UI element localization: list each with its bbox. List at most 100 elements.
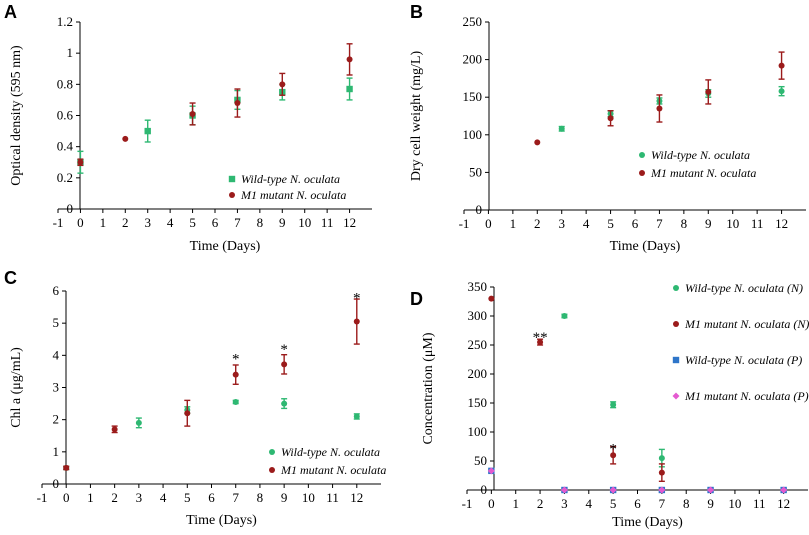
panel-b-series-2-point xyxy=(656,105,663,112)
panel-c-y-tick-label: 0 xyxy=(53,476,60,491)
panel-c-y-tick-label: 4 xyxy=(53,347,60,362)
panel-c-x-tick-label: 12 xyxy=(350,490,363,505)
panel-a-x-tick-label: -1 xyxy=(53,215,64,230)
panel-b-series-1-point xyxy=(778,88,785,95)
panel-d-y-tick-label: 100 xyxy=(468,424,488,439)
panel-c-series-2-legend-label: M1 mutant N. oculata xyxy=(280,463,386,477)
panel-d-series-4-legend-label-main: M1 mutant N. oculata xyxy=(684,389,790,403)
panel-c-y-tick-label: 6 xyxy=(53,283,60,298)
panel-a-x-tick-label: 8 xyxy=(257,215,264,230)
panel-a-series-1-legend-marker xyxy=(228,175,236,183)
panel-a-series-1-point xyxy=(346,85,353,93)
panel-a-series-2-legend-marker xyxy=(229,192,235,198)
panel-d-series-1-point xyxy=(658,455,665,462)
panel-a-series-2-point xyxy=(279,81,286,88)
panel-c-significance-mark: * xyxy=(280,342,288,358)
panel-c-x-tick-label: 0 xyxy=(63,490,70,505)
panel-c-y-tick-label: 5 xyxy=(53,315,60,330)
panel-b-series-1-point xyxy=(558,125,565,132)
panel-c-significance-mark: * xyxy=(232,352,240,368)
panel-d-x-tick-label: 4 xyxy=(586,496,593,511)
panel-d-series-2-point xyxy=(658,469,665,476)
panel-d-series-2-legend-label-suffix: (N) xyxy=(790,317,809,331)
panel-b-series-1-legend-label: Wild-type N. oculata xyxy=(651,148,750,162)
panel-d-x-tick-label: 3 xyxy=(561,496,568,511)
panel-b-x-tick-label: 0 xyxy=(485,216,492,231)
panel-a-x-tick-label: 5 xyxy=(189,215,196,230)
panel-d-series-1-legend-label-suffix: (N) xyxy=(784,281,803,295)
panel-d-series-2-legend-marker xyxy=(673,321,679,327)
panel-c-x-tick-label: 9 xyxy=(281,490,288,505)
panel-b-x-tick-label: 3 xyxy=(558,216,565,231)
panel-a-series-2-point xyxy=(234,100,241,107)
panel-c-series-2-legend-marker xyxy=(269,467,275,473)
panel-c-x-tick-label: 10 xyxy=(302,490,315,505)
panel-d-series-4-point xyxy=(609,486,617,494)
panel-b-y-tick-label: 0 xyxy=(476,202,483,217)
panel-letter-b: B xyxy=(410,2,423,22)
panel-b-y-axis-title: Dry cell weight (mg/L) xyxy=(409,51,424,182)
panel-b-x-tick-label: -1 xyxy=(459,216,470,231)
panel-c-y-axis-title: Chl a (μg/mL) xyxy=(9,347,24,428)
panel-letter-a: A xyxy=(4,2,17,22)
panel-d-y-tick-label: 250 xyxy=(468,337,488,352)
panel-c-series-1-legend-label: Wild-type N. oculata xyxy=(281,445,380,459)
panel-d-x-tick-label: 0 xyxy=(488,496,495,511)
panel-d-x-tick-label: 7 xyxy=(659,496,666,511)
panel-a-x-tick-label: 4 xyxy=(167,215,174,230)
panel-d-y-tick-label: 300 xyxy=(468,308,488,323)
panel-d-significance-mark: * xyxy=(609,442,617,458)
panel-d-x-tick-label: 9 xyxy=(707,496,714,511)
panel-a-x-tick-label: 2 xyxy=(122,215,129,230)
panel-d-x-axis-title: Time (Days) xyxy=(612,515,683,530)
panel-c-x-tick-label: 4 xyxy=(160,490,167,505)
panel-a-x-tick-label: 9 xyxy=(279,215,286,230)
panel-a-x-tick-label: 0 xyxy=(77,215,84,230)
panel-a-series-2-legend-label-main: M1 mutant N. oculata xyxy=(240,188,346,202)
panel-a-x-tick-label: 1 xyxy=(100,215,107,230)
panel-d-series-3-legend-label: Wild-type N. oculata (P) xyxy=(685,353,802,367)
panel-c-series-2-point xyxy=(281,361,288,368)
panel-c-series-1-point xyxy=(135,419,142,426)
panel-c-x-tick-label: -1 xyxy=(37,490,48,505)
panel-d-x-tick-label: 11 xyxy=(753,496,766,511)
panel-b-series-2-point xyxy=(705,88,712,95)
panel-letter-c: C xyxy=(4,268,17,288)
panel-c-y-tick-label: 2 xyxy=(53,412,60,427)
panel-d-series-1-point xyxy=(561,313,568,319)
panel-c-series-1-point xyxy=(281,400,288,407)
panel-d-x-tick-label: 10 xyxy=(728,496,741,511)
panel-a-series-2-point xyxy=(189,110,196,117)
panel-letter-d: D xyxy=(410,289,423,309)
panel-b-series-2-point xyxy=(778,62,785,69)
panel-b-x-tick-label: 8 xyxy=(681,216,688,231)
panel-a-series-1-legend-label: Wild-type N. oculata xyxy=(241,172,340,186)
panel-c-x-tick-label: 7 xyxy=(232,490,239,505)
panel-d-x-tick-label: 8 xyxy=(683,496,690,511)
panel-c-x-axis-title: Time (Days) xyxy=(186,513,257,528)
panel-b-x-tick-label: 10 xyxy=(726,216,739,231)
panel-c-series-1-legend-label-main: Wild-type N. oculata xyxy=(281,445,380,459)
panel-d-y-tick-label: 150 xyxy=(468,395,488,410)
panel-d-series-1-legend-marker xyxy=(673,285,679,291)
panel-c-series-1-point xyxy=(353,413,360,420)
panel-d-series-4-point xyxy=(707,486,715,494)
panel-b-series-2-point xyxy=(534,139,541,146)
panel-d-x-tick-label: -1 xyxy=(462,496,473,511)
panel-a-y-tick-label: 0.8 xyxy=(57,76,73,91)
panel-d-y-tick-label: 200 xyxy=(468,366,488,381)
panel-c-y-tick-label: 1 xyxy=(53,444,60,459)
panel-d-y-axis-title: Concentration (μM) xyxy=(421,332,436,444)
panel-c-series-2-point xyxy=(63,464,70,471)
panel-b-x-tick-label: 2 xyxy=(534,216,541,231)
panel-d-series-4-point xyxy=(487,467,495,475)
plot-layer: 00.20.40.60.811.2-1 0 1 2 3 4 5 6 7 8 9 10 11 12Time … xyxy=(9,14,809,530)
panel-d-y-tick-label: 350 xyxy=(468,279,488,294)
panel-b-x-tick-label: 6 xyxy=(632,216,639,231)
panel-a-x-axis-title: Time (Days) xyxy=(190,239,261,254)
panel-d-series-4-point xyxy=(658,486,666,494)
panel-a-x-tick-label: 12 xyxy=(343,215,356,230)
panel-d-y-tick-label: 0 xyxy=(481,482,488,497)
panel-d-series-1-legend-label-main: Wild-type N. oculata xyxy=(685,281,784,295)
panel-d-x-tick-label: 6 xyxy=(634,496,641,511)
